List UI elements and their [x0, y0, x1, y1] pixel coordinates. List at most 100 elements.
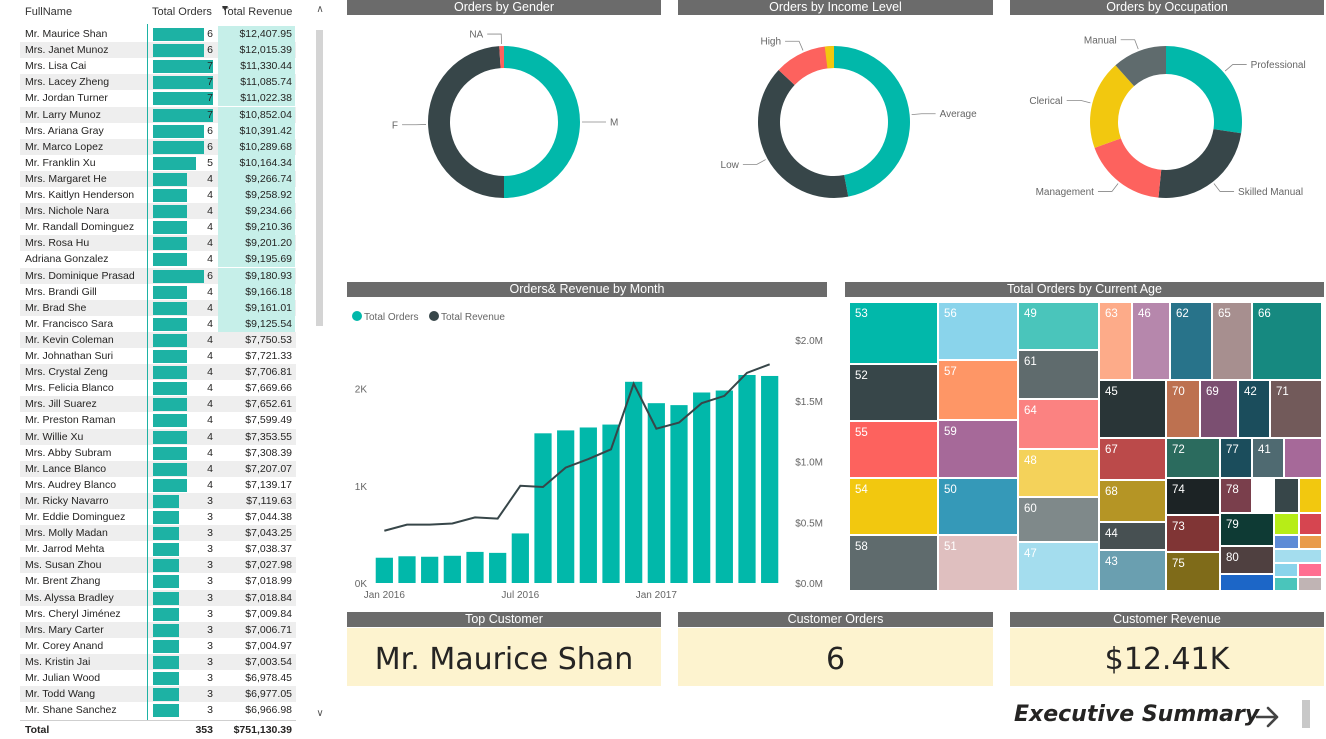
treemap-cell[interactable]: 42: [1238, 380, 1270, 438]
treemap-cell-small[interactable]: [1274, 577, 1298, 591]
treemap-cell-small[interactable]: [1298, 577, 1322, 591]
slice-f[interactable]: [428, 46, 504, 198]
treemap-cell[interactable]: 60: [1018, 497, 1099, 542]
treemap-cell[interactable]: 54: [849, 478, 938, 535]
treemap-cell[interactable]: 50: [938, 478, 1018, 535]
treemap-cell[interactable]: 68: [1099, 480, 1166, 522]
customer-table[interactable]: FullName Total Orders Total Revenue Mr. …: [20, 0, 296, 738]
orders-bar[interactable]: [761, 376, 778, 583]
orders-bar[interactable]: [693, 392, 710, 583]
treemap-cell[interactable]: 58: [849, 535, 938, 591]
treemap-cell[interactable]: 66: [1252, 302, 1322, 380]
treemap-cell-small[interactable]: [1220, 574, 1274, 591]
slice-low[interactable]: [758, 70, 848, 198]
treemap-cell[interactable]: 77: [1220, 438, 1252, 478]
treemap-cell[interactable]: 49: [1018, 302, 1099, 350]
treemap-cell[interactable]: 70: [1166, 380, 1200, 438]
orders-bar[interactable]: [716, 391, 733, 583]
scroll-down-icon[interactable]: ∨: [314, 708, 326, 719]
treemap-cell[interactable]: 80: [1220, 546, 1274, 574]
treemap-cell[interactable]: 78: [1220, 478, 1252, 513]
orders-bar[interactable]: [444, 556, 461, 583]
treemap-cell[interactable]: 41: [1252, 438, 1284, 478]
treemap-cell[interactable]: 47: [1018, 542, 1099, 591]
treemap-cell-small[interactable]: [1298, 563, 1322, 577]
treemap-cell[interactable]: 48: [1018, 449, 1099, 497]
orders-bar[interactable]: [580, 427, 597, 583]
treemap-cell-small[interactable]: [1274, 549, 1322, 563]
orders-bar[interactable]: [648, 403, 665, 583]
treemap-cell[interactable]: 75: [1166, 552, 1220, 591]
orders-bar[interactable]: [512, 533, 529, 583]
column-header-fullname[interactable]: FullName: [25, 6, 72, 18]
slice-management[interactable]: [1095, 138, 1162, 197]
slice-skilled-manual[interactable]: [1158, 129, 1241, 198]
slice-m[interactable]: [504, 46, 580, 198]
orders-bar[interactable]: [421, 557, 438, 583]
orders-bar[interactable]: [670, 405, 687, 583]
orders-bar[interactable]: [738, 375, 755, 583]
treemap-cell[interactable]: 55: [849, 421, 938, 478]
treemap-cell[interactable]: 61: [1018, 350, 1099, 399]
treemap-cell[interactable]: 67: [1099, 438, 1166, 480]
scrollbar-thumb[interactable]: [316, 30, 323, 326]
treemap-cell[interactable]: 63: [1099, 302, 1132, 380]
slice-professional[interactable]: [1166, 46, 1242, 133]
column-header-total-orders[interactable]: Total Orders: [152, 6, 212, 18]
treemap-cell[interactable]: 43: [1099, 550, 1166, 591]
column-header-total-revenue[interactable]: Total Revenue: [222, 6, 292, 18]
orders-bar[interactable]: [376, 558, 393, 583]
treemap-cell[interactable]: 69: [1200, 380, 1238, 438]
treemap-cell[interactable]: 46: [1132, 302, 1170, 380]
treemap-cell-small[interactable]: [1274, 478, 1299, 513]
page-scrollbar-thumb[interactable]: [1302, 700, 1310, 728]
treemap-cell[interactable]: 64: [1018, 399, 1099, 449]
treemap-cell-small[interactable]: [1299, 513, 1322, 535]
treemap-cell-small[interactable]: [1274, 513, 1299, 535]
treemap-cell-small[interactable]: [1274, 535, 1299, 549]
treemap-cell[interactable]: 65: [1212, 302, 1252, 380]
treemap-cell[interactable]: 52: [849, 364, 938, 421]
table-scrollbar[interactable]: ∧ ∨: [314, 4, 326, 724]
treemap-cell-small[interactable]: [1299, 478, 1322, 513]
treemap-cell-small[interactable]: [1274, 563, 1298, 577]
treemap-cell[interactable]: 56: [938, 302, 1018, 360]
revenue-line[interactable]: [384, 364, 769, 530]
treemap-cell-small[interactable]: [1299, 535, 1322, 549]
